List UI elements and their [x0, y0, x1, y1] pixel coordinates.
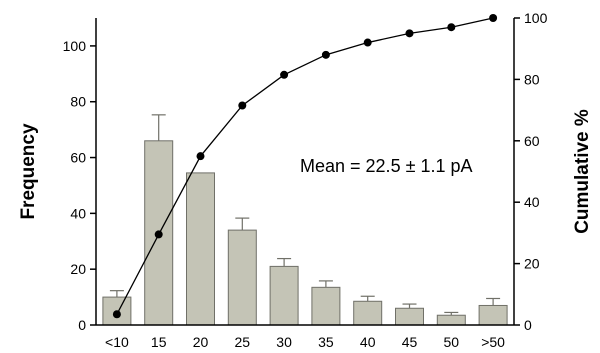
left-tick-label-100: 100 [63, 38, 87, 54]
bar-4 [269, 265, 299, 326]
left-tick-label-60: 60 [70, 150, 86, 166]
cumulative-point-4 [280, 70, 289, 79]
cumulative-point-8 [447, 23, 456, 32]
bars-layer [102, 140, 508, 326]
cumulative-point-9 [489, 14, 498, 22]
x-tick-label-5: 35 [318, 334, 334, 350]
x-tick-label-1: 15 [151, 334, 167, 350]
cumulative-point-3 [238, 101, 247, 110]
cumulative-point-2 [196, 152, 205, 161]
x-tick-label-2: 20 [193, 334, 209, 350]
left-tick-label-80: 80 [70, 94, 86, 110]
error-bars-layer [109, 114, 501, 316]
bar-9 [478, 304, 508, 326]
bar-2 [186, 172, 215, 326]
bar-5 [311, 286, 341, 326]
mean-annotation: Mean = 22.5 ± 1.1 pA [300, 156, 473, 176]
right-tick-label-60: 60 [524, 133, 540, 149]
left-tick-label-40: 40 [70, 205, 86, 221]
cumulative-line-layer [112, 14, 498, 319]
bar-8 [436, 314, 466, 326]
left-tick-label-20: 20 [70, 261, 86, 277]
x-tick-label-9: >50 [481, 334, 505, 350]
cumulative-point-0 [112, 310, 121, 319]
y-axis-title: Frequency [18, 123, 39, 220]
right-tick-label-80: 80 [524, 71, 540, 87]
right-tick-label-40: 40 [524, 194, 540, 210]
x-tick-label-7: 45 [402, 334, 418, 350]
y2-axis-title: Cumulative % [572, 109, 593, 234]
bar-3 [227, 229, 257, 326]
x-tick-label-8: 50 [444, 334, 460, 350]
cumulative-point-7 [405, 29, 414, 38]
cumulative-point-5 [321, 50, 330, 59]
cumulative-point-1 [154, 230, 163, 239]
bar-7 [395, 307, 424, 326]
x-tick-label-3: 25 [235, 334, 251, 350]
left-tick-label-0: 0 [78, 317, 86, 333]
x-tick-label-0: <10 [105, 334, 129, 350]
axes-layer [90, 17, 520, 326]
right-tick-label-0: 0 [524, 317, 532, 333]
labels-layer: 0 20 40 60 80 100 0 20 40 60 80 100 <10 15 20 25 30 35 40 4… [18, 10, 593, 350]
right-tick-label-20: 20 [524, 256, 540, 272]
x-tick-label-4: 30 [276, 334, 292, 350]
cumulative-line [116, 17, 494, 315]
x-tick-label-6: 40 [360, 334, 376, 350]
cumulative-point-6 [363, 38, 372, 47]
bar-6 [353, 300, 383, 326]
right-tick-label-100: 100 [524, 10, 548, 26]
